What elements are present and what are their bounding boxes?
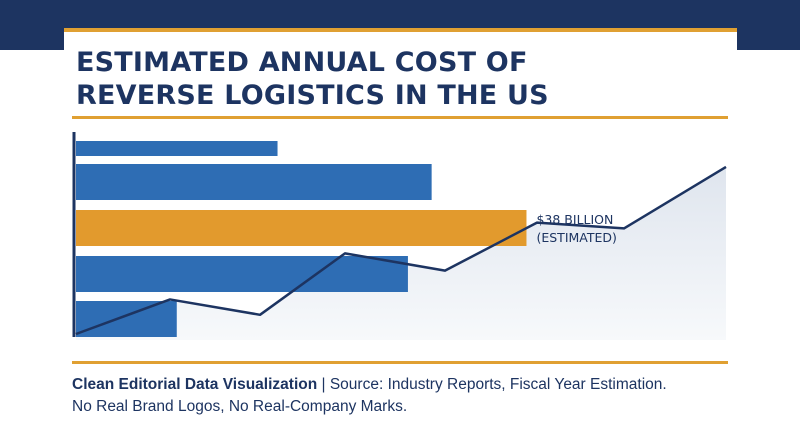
footer-separator: |	[317, 376, 330, 393]
title-divider	[72, 116, 728, 119]
bar-1	[76, 141, 278, 156]
footer-divider	[72, 361, 728, 364]
bar-highlighted	[76, 210, 527, 246]
trend-line	[75, 165, 727, 336]
bar-value-label: $38 BILLION	[536, 212, 613, 227]
bar-5	[76, 301, 177, 337]
bar-value-sublabel: (ESTIMATED)	[536, 230, 616, 245]
footer: Clean Editorial Data Visualization | Sou…	[72, 374, 772, 418]
footer-source: Source: Industry Reports, Fiscal Year Es…	[329, 376, 667, 393]
top-accent-rule	[64, 28, 737, 32]
bar-2	[76, 164, 432, 200]
footer-line-2: No Real Brand Logos, No Real-Company Mar…	[72, 398, 408, 415]
footer-line-1: Clean Editorial Data Visualization | Sou…	[72, 374, 772, 396]
footer-lead: Clean Editorial Data Visualization	[72, 376, 318, 393]
bar-4	[76, 256, 408, 292]
trend-area	[76, 166, 726, 340]
chart-title: ESTIMATED ANNUAL COST OF REVERSE LOGISTI…	[76, 47, 549, 111]
